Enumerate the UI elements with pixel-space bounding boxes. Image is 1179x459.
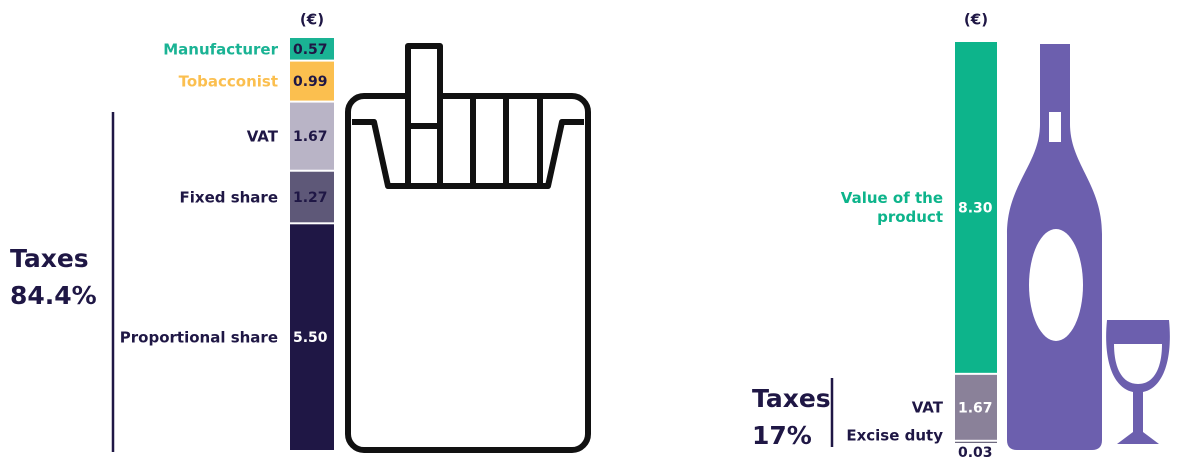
taxes-title: Taxes [752,384,831,413]
taxes-value: 84.4% [10,281,97,310]
bar-segment [290,38,334,60]
value-label: 0.57 [293,42,328,58]
bar-segment [290,61,334,101]
value-label: 0.99 [293,74,328,90]
segment-label: Fixed share [179,188,279,207]
value-label: 1.27 [293,190,328,206]
unit-label: (€) [300,11,324,29]
bar-segment [955,42,997,373]
bar-segment [955,441,997,443]
segment-label: Tobacconist [178,72,278,91]
wine-icon [1007,44,1170,450]
value-label: 1.67 [958,400,993,416]
segment-label: Manufacturer [163,40,278,59]
taxes-title: Taxes [10,244,89,273]
bar-segment [290,102,334,170]
segment-label: Proportional share [119,328,278,347]
value-label: 0.03 [958,445,993,459]
cigarette-pack-icon [345,43,591,453]
bar-segment [290,224,334,450]
taxes-value: 17% [752,421,812,450]
bar-segment [955,374,997,440]
segment-label: Value of the product [840,189,943,227]
segment-label: Excise duty [846,426,943,445]
unit-label: (€) [964,11,988,29]
segment-label: VAT [911,398,943,417]
value-label: 8.30 [958,200,993,216]
segment-label: VAT [246,127,278,146]
value-label: 5.50 [293,330,328,346]
value-label: 1.67 [293,129,328,145]
bar-segment [290,171,334,223]
